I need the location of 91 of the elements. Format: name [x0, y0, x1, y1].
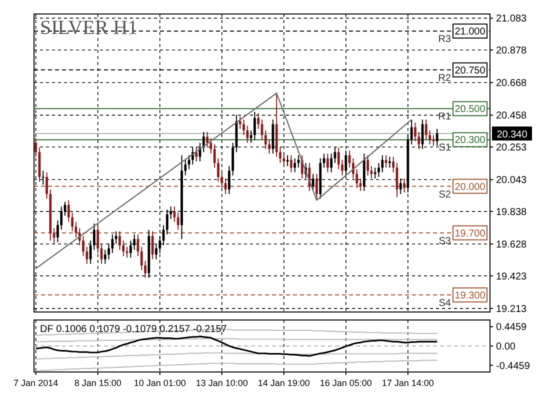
candlestick	[294, 158, 296, 173]
chart-title: SILVER H1	[40, 17, 138, 39]
annotation: 19.300	[454, 290, 486, 302]
candlestick	[67, 200, 70, 222]
annotation: 20.750	[454, 65, 486, 76]
candlestick	[432, 134, 435, 146]
ref-line-label: S3	[438, 236, 452, 247]
y-tick-label: 20.878	[496, 46, 528, 57]
candlestick	[282, 153, 286, 167]
candlestick	[341, 159, 344, 176]
y-tick-label: 21.083	[496, 14, 528, 25]
candlestick	[330, 153, 333, 173]
candlestick	[403, 178, 406, 193]
ref-line-label: R2	[438, 72, 452, 84]
candlestick	[151, 230, 154, 260]
candlestick	[52, 228, 56, 244]
y-tick-label: 19.628	[496, 240, 528, 251]
ref-line-label: S2	[438, 189, 452, 200]
chart-title: DF 0.1006 0.1079 -0.1079 0.2157 -0.2157	[40, 324, 228, 335]
x-tick-label: 16 Jan 05:00	[320, 378, 372, 388]
candlestick	[238, 116, 242, 130]
candlestick	[326, 153, 329, 173]
candlestick	[337, 146, 340, 170]
ref-line-label: R3	[438, 34, 452, 46]
candlestick	[144, 260, 146, 278]
ref-line-label: S1	[438, 142, 452, 154]
candlestick	[173, 206, 176, 222]
candlestick	[220, 172, 224, 188]
candlestick	[388, 156, 391, 168]
candlestick	[414, 122, 416, 142]
candlestick	[176, 212, 180, 230]
x-tick-label: 14 Jan 19:00	[258, 378, 310, 388]
candlestick	[418, 131, 420, 150]
candlestick	[195, 146, 198, 162]
annotation: 21.000	[454, 26, 486, 38]
y-tick-label: 0.4459	[496, 322, 528, 334]
candlestick	[290, 154, 292, 173]
x-tick-label: 8 Jan 15:00	[74, 378, 122, 388]
candlestick	[378, 162, 380, 178]
y-tick-label: -0.4459	[496, 360, 530, 372]
annotation: 20.500	[454, 104, 486, 116]
annotation: 19.700	[454, 228, 486, 240]
candlestick	[114, 230, 118, 244]
x-tick-label: 13 Jan 10:00	[196, 378, 248, 388]
candlestick	[268, 139, 270, 154]
candlestick	[82, 235, 84, 257]
ref-line-label: S4	[438, 298, 452, 309]
candlestick	[410, 119, 413, 145]
candlestick	[184, 159, 187, 176]
candlestick	[34, 138, 38, 158]
candlestick	[206, 131, 208, 148]
candlestick	[381, 154, 384, 173]
candlestick	[56, 220, 59, 243]
candlestick	[96, 224, 100, 254]
candlestick	[104, 249, 106, 264]
y-tick-label: 19.838	[496, 206, 528, 218]
line-series	[35, 352, 438, 360]
candlestick	[86, 246, 88, 264]
ref-line-label: R1	[438, 112, 452, 123]
y-tick-label: 20.253	[496, 142, 528, 154]
candlestick	[392, 156, 395, 173]
candlestick	[242, 119, 245, 136]
x-tick-label: 10 Jan 01:00	[134, 378, 186, 388]
annotation: 20.340	[496, 130, 528, 141]
y-tick-label: 0.00	[496, 342, 516, 352]
candlestick	[202, 131, 205, 153]
line-series	[35, 92, 412, 270]
candlestick	[316, 173, 318, 201]
candlestick	[122, 240, 125, 257]
annotation: 20.000	[454, 182, 486, 193]
annotation: 20.300	[454, 135, 486, 146]
candlestick	[118, 230, 121, 250]
candlestick	[352, 158, 354, 180]
y-tick-label: 19.213	[496, 304, 528, 315]
candlestick	[140, 246, 143, 271]
candlestick	[359, 178, 362, 192]
candlestick	[424, 119, 428, 140]
candlestick	[71, 212, 74, 232]
candlestick	[264, 130, 267, 150]
candlestick	[428, 130, 432, 145]
candlestick	[374, 167, 376, 180]
x-tick-label: 7 Jan 2014	[14, 378, 58, 388]
line-series	[35, 360, 438, 372]
y-tick-label: 20.668	[496, 78, 528, 90]
candlestick	[257, 112, 260, 130]
y-tick-label: 20.043	[496, 175, 528, 186]
x-tick-label: 17 Jan 14:00	[382, 378, 434, 388]
candlestick	[356, 168, 358, 188]
candlestick	[366, 154, 369, 176]
y-tick-label: 20.458	[496, 110, 528, 122]
y-tick-label: 19.423	[496, 271, 528, 282]
